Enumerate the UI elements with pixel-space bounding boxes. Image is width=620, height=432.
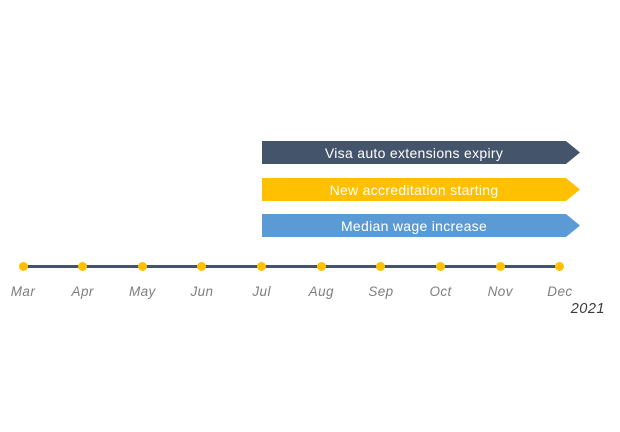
timeline-dot [495,262,505,271]
timeline-dot [376,262,386,271]
timeline-dot [316,262,326,271]
timeline-dot [555,262,565,271]
timeline-dot [137,262,147,271]
timeline-dot [436,262,446,271]
event-banner-label: New accreditation starting [329,181,499,198]
event-banner-accreditation: New accreditation starting [262,178,580,201]
timeline-markers [18,262,565,271]
timeline-dot [78,262,88,271]
timeline-dot [18,262,28,271]
year-label: 2021 [570,301,605,317]
event-banner-visa-expiry: Visa auto extensions expiry [262,141,580,164]
timeline-dot [257,262,267,271]
event-banner-median-wage: Median wage increase [262,214,580,237]
timeline-dot [197,262,207,271]
timeline-axis [23,265,560,268]
event-banner-label: Median wage increase [340,217,488,234]
month-axis-labels: Mar Apr May Jun Jul Aug Sep Oct Nov Dec [10,284,573,299]
event-banner-label: Visa auto extensions expiry [324,144,504,161]
